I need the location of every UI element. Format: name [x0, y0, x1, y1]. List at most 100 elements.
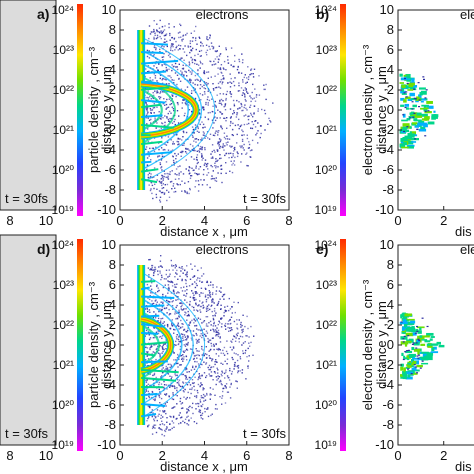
density-point — [146, 362, 148, 364]
density-point — [162, 347, 164, 349]
y-tick-label: 4 — [387, 297, 394, 312]
density-point — [226, 305, 229, 307]
y-tick-label: 4 — [109, 297, 116, 312]
density-point — [265, 83, 267, 86]
density-point — [187, 45, 189, 47]
density-point — [244, 352, 246, 354]
density-point — [184, 269, 186, 272]
density-point — [198, 149, 200, 152]
density-point — [162, 410, 164, 412]
density-point — [159, 96, 162, 98]
density-streak — [413, 84, 418, 88]
density-point — [200, 267, 202, 269]
density-point — [185, 282, 187, 285]
density-point — [212, 170, 214, 172]
density-point — [160, 278, 162, 281]
density-point — [192, 330, 195, 332]
density-point — [154, 417, 157, 419]
density-point — [201, 63, 204, 65]
density-point — [194, 320, 197, 322]
density-point — [236, 133, 238, 136]
density-point — [192, 365, 194, 367]
density-point — [211, 119, 214, 121]
density-streak — [400, 128, 407, 131]
density-point — [174, 178, 177, 180]
density-point — [159, 31, 161, 34]
density-point — [156, 90, 158, 92]
density-point — [200, 292, 202, 294]
density-point — [250, 112, 252, 115]
density-point — [151, 266, 153, 269]
density-point — [255, 134, 257, 136]
density-point — [145, 351, 148, 353]
density-point — [159, 180, 161, 183]
density-point — [242, 342, 245, 344]
density-point — [205, 346, 207, 348]
density-point — [173, 143, 175, 145]
density-point — [225, 383, 228, 385]
density-point — [236, 365, 238, 368]
density-point — [155, 196, 158, 199]
density-streak — [421, 351, 429, 354]
density-point — [169, 75, 171, 77]
density-point — [199, 305, 202, 308]
density-point — [146, 104, 148, 106]
density-point — [161, 64, 163, 67]
density-streak — [408, 338, 414, 342]
density-point — [184, 339, 187, 341]
density-point — [159, 320, 162, 322]
density-point — [215, 361, 218, 363]
density-point — [403, 77, 406, 80]
density-point — [218, 138, 221, 140]
density-point — [155, 396, 157, 398]
density-point — [147, 297, 149, 299]
density-point — [196, 361, 198, 363]
density-point — [167, 276, 169, 278]
density-point — [161, 32, 163, 35]
density-streak — [415, 97, 422, 101]
density-point — [191, 126, 194, 128]
density-point — [229, 346, 232, 348]
density-point — [153, 268, 155, 271]
density-point — [156, 179, 158, 181]
density-point — [257, 110, 259, 112]
density-point — [189, 187, 191, 190]
density-point — [165, 69, 168, 71]
density-point — [220, 287, 222, 289]
density-point — [184, 45, 186, 47]
density-streak — [409, 92, 415, 97]
density-point — [146, 283, 149, 286]
density-point — [209, 398, 211, 400]
density-streak — [402, 123, 410, 127]
density-point — [200, 414, 202, 417]
density-point — [220, 126, 223, 128]
density-point — [167, 141, 169, 144]
density-point — [220, 139, 222, 141]
density-point — [174, 386, 176, 388]
density-streak — [408, 84, 414, 88]
density-point — [171, 44, 174, 47]
density-point — [206, 71, 208, 73]
density-point — [226, 117, 228, 119]
y-tick-label: 6 — [109, 42, 116, 57]
density-point — [150, 159, 152, 161]
density-point — [218, 300, 220, 303]
colorbar-tick-label: 10²¹ — [53, 123, 74, 137]
density-point — [196, 84, 199, 86]
density-point — [193, 275, 196, 277]
density-streak — [414, 115, 423, 118]
density-point — [176, 317, 179, 319]
density-point — [154, 77, 157, 79]
density-point — [160, 428, 162, 431]
density-streak — [409, 126, 412, 129]
density-point — [186, 54, 188, 57]
density-point — [225, 48, 227, 51]
density-point — [203, 71, 206, 73]
density-point — [157, 345, 159, 348]
density-streak — [407, 365, 412, 368]
density-point — [206, 357, 208, 359]
density-streak — [419, 91, 423, 96]
density-point — [212, 299, 214, 301]
density-point — [178, 343, 180, 345]
density-point — [182, 150, 184, 153]
